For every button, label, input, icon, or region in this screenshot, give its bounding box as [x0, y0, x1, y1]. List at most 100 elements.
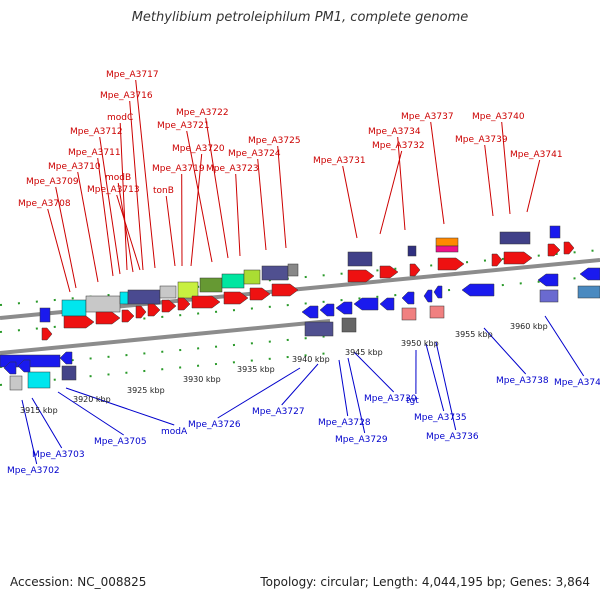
gene-arrow [223, 291, 249, 305]
gene-label: modC [107, 113, 133, 123]
leader-line [31, 397, 63, 449]
gene-arrow [121, 309, 135, 323]
gene-block [287, 263, 299, 277]
gene-arrow [437, 257, 465, 271]
gene-label: Mpe_A3737 [401, 112, 454, 122]
summary-text: Topology: circular; Length: 4,044,195 bp… [260, 575, 590, 589]
gene-label: Mpe_A3728 [318, 418, 371, 428]
gene-block [39, 307, 51, 323]
gene-label: Mpe_A3721 [157, 121, 210, 131]
leader-line [483, 327, 527, 375]
gene-block [243, 269, 261, 285]
leader-line [129, 100, 144, 271]
leader-line [544, 315, 585, 377]
gene-arrow [409, 263, 421, 277]
gene-label: Mpe_A3723 [206, 164, 259, 174]
gene-block [435, 245, 459, 253]
leader-line [77, 171, 99, 283]
label-layer: 3915 kbp 3920 kbp 3925 kbp 3930 kbp 3935 kbp… [7, 70, 600, 476]
leader-line [526, 159, 541, 213]
gene-arrow [59, 351, 73, 365]
leader-line [338, 359, 349, 417]
gene-label: Mpe_A3705 [94, 437, 147, 447]
gene-arrow [347, 269, 375, 283]
leader-line [235, 173, 241, 257]
gene-arrow [3, 361, 17, 375]
gene-arrow [563, 241, 575, 255]
gene-arrow [537, 273, 559, 287]
gene-block [27, 371, 51, 389]
scale-label: 3935 kbp [237, 365, 275, 374]
gene-label: Mpe_A3722 [176, 108, 229, 118]
gene-label: Mpe_A3729 [335, 435, 388, 445]
leader-line [117, 182, 134, 273]
gene-label: Mpe_A3717 [106, 70, 159, 80]
leader-line [379, 150, 403, 235]
gene-label: Mpe_A3719 [152, 164, 205, 174]
gene-label: Mpe_A3730 [364, 394, 417, 404]
gene-block [577, 285, 600, 299]
gene-label: modA [161, 427, 188, 437]
gene-block [341, 317, 357, 333]
gene-label: Mpe_A3741 [510, 150, 563, 160]
gene-arrow [63, 315, 95, 329]
leader-line [353, 351, 395, 393]
gene-label: Mpe_A3716 [100, 91, 153, 101]
gene-label: Mpe_A3739 [455, 135, 508, 145]
scale-label: 3945 kbp [345, 348, 383, 357]
leader-line [21, 399, 38, 465]
leader-line [116, 194, 141, 271]
leader-line [47, 208, 71, 293]
gene-arrow [491, 253, 503, 267]
leader-line [347, 357, 366, 434]
leader-line [397, 136, 406, 231]
scale-label: 3925 kbp [127, 386, 165, 395]
gene-block [221, 273, 245, 289]
scale-label: 3915 kbp [20, 406, 58, 415]
gene-arrow [461, 283, 495, 297]
gene-arrow [319, 303, 335, 317]
gene-arrow [379, 265, 399, 279]
leader-line [165, 195, 176, 267]
map-title: Methylibium petroleiphilum PM1, complete… [131, 10, 469, 25]
leader-line [342, 165, 358, 239]
gene-label: Mpe_A3720 [172, 144, 225, 154]
gene-block [347, 251, 373, 267]
scale-label: 3930 kbp [183, 375, 221, 384]
gene-label: tonB [153, 186, 174, 196]
leader-line [484, 144, 494, 217]
leader-line [435, 341, 457, 431]
leader-line [55, 186, 77, 289]
gene-label: Mpe_A3738 [496, 376, 549, 386]
leader-line [217, 367, 301, 419]
scale-label: 3960 kbp [510, 322, 548, 331]
gene-block [429, 305, 445, 319]
gene-label: modB [105, 173, 131, 183]
gene-label: Mpe_A3742 [554, 378, 600, 388]
gene-block [61, 299, 87, 317]
gene-arrow [135, 305, 147, 319]
gene-arrow [161, 299, 177, 313]
gene-block [549, 225, 561, 239]
scale-label: 3940 kbp [292, 355, 330, 364]
leader-line [281, 363, 319, 406]
gene-arrow [547, 243, 561, 257]
leader-line [425, 343, 445, 412]
gene-block [499, 231, 531, 245]
gene-label: tgt [406, 396, 419, 406]
gene-block [304, 321, 334, 337]
gene-label: Mpe_A3712 [70, 127, 123, 137]
leader-line [277, 145, 287, 249]
gene-block [539, 289, 559, 303]
gene-block [199, 277, 223, 293]
gene-label: Mpe_A3726 [188, 420, 241, 430]
accession-text: Accession: NC_008825 [10, 575, 147, 589]
gene-label: Mpe_A3734 [368, 127, 421, 137]
leader-line [57, 391, 124, 436]
gene-block [401, 307, 417, 321]
gene-label: Mpe_A3727 [252, 407, 305, 417]
leader-line [186, 130, 213, 263]
gene-block [159, 285, 177, 299]
gene-block [407, 245, 417, 257]
